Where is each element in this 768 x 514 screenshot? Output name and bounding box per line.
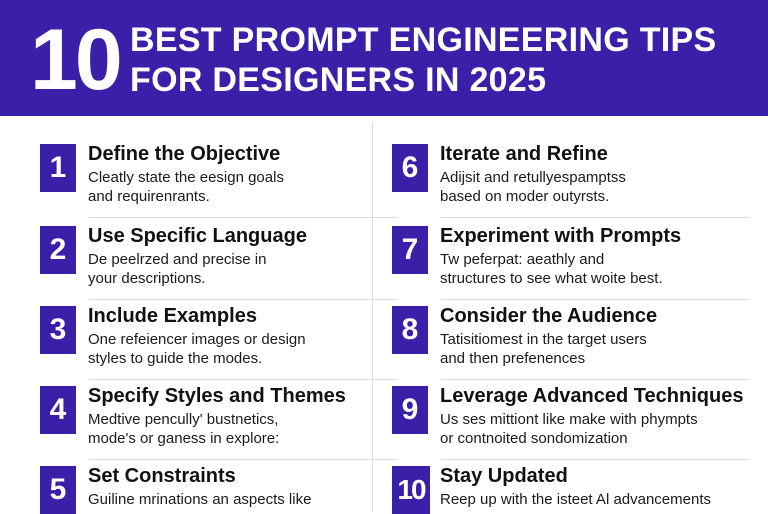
tip-desc-line: Cleatly state the eesign goals	[88, 169, 284, 186]
tip-number-badge: 9	[392, 386, 428, 434]
tip-description: Reep up with the isteet Al advancements	[440, 490, 711, 509]
tip-item-2: 2 Use Specific Language De peelrzed and …	[40, 224, 398, 302]
tip-number-badge: 3	[40, 306, 76, 354]
tip-desc-line: and then prefenences	[440, 350, 586, 367]
title-line-1: BEST PROMPT ENGINEERING TIPS	[130, 21, 717, 59]
tip-item-3: 3 Include Examples One refeiencer images…	[40, 304, 398, 382]
tip-desc-line: mode's or ganess in explore:	[88, 430, 280, 447]
tip-title: Define the Objective	[88, 143, 281, 165]
column-divider	[372, 122, 373, 512]
tip-desc-line: your descriptions.	[88, 270, 206, 287]
tip-desc-line: Us ses mittiont like make with phympts	[440, 411, 698, 428]
tip-item-8: 8 Consider the Audience Tatisitiomest in…	[392, 304, 750, 382]
tip-number-badge: 2	[40, 226, 76, 274]
tip-number-badge: 8	[392, 306, 428, 354]
tip-description: Adijsit and retullyespamptss based on mo…	[440, 168, 626, 206]
tip-separator	[88, 459, 398, 460]
tip-desc-line: styles to guide the modes.	[88, 350, 263, 367]
tip-description: One refeiencer images or design styles t…	[88, 330, 306, 368]
tip-separator	[440, 459, 750, 460]
tip-item-9: 9 Leverage Advanced Techniques Us ses mi…	[392, 384, 750, 462]
tip-title: Experiment with Prompts	[440, 225, 682, 247]
tip-desc-line: and requirenrants.	[88, 188, 210, 205]
title-line-2: FOR DESIGNERS IN 2025	[130, 61, 547, 99]
tip-separator	[440, 299, 750, 300]
tip-title: Specify Styles and Themes	[88, 385, 346, 407]
tip-title: Leverage Advanced Techniques	[440, 385, 744, 407]
tip-desc-line: One refeiencer images or design	[88, 331, 306, 348]
tip-desc-line: Adijsit and retullyespamptss	[440, 169, 626, 186]
tip-separator	[88, 217, 398, 218]
tip-desc-line: structures to see what woite best.	[440, 270, 663, 287]
tip-desc-line: Medtive pencully' bustnetics,	[88, 411, 279, 428]
tip-number-badge: 7	[392, 226, 428, 274]
tip-item-7: 7 Experiment with Prompts Tw peferpat: a…	[392, 224, 750, 302]
tip-description: Us ses mittiont like make with phympts o…	[440, 410, 698, 448]
tip-number-badge: 6	[392, 144, 428, 192]
tip-number-badge: 10	[392, 466, 430, 514]
tip-title: Use Specific Language	[88, 225, 307, 247]
tip-number-badge: 4	[40, 386, 76, 434]
tip-item-5: 5 Set Constraints Guiline mrinations an …	[40, 464, 360, 514]
tip-title: Iterate and Refine	[440, 143, 608, 165]
tip-number-badge: 5	[40, 466, 76, 514]
tip-desc-line: based on moder outyrsts.	[440, 188, 610, 205]
tip-description: De peelrzed and precise in your descript…	[88, 250, 266, 288]
tip-item-4: 4 Specify Styles and Themes Medtive penc…	[40, 384, 398, 462]
tip-desc-line: or contnoited sondomization	[440, 430, 628, 447]
tip-separator	[440, 217, 750, 218]
tip-number-badge: 1	[40, 144, 76, 192]
tip-desc-line: Tatisitiomest in the target users	[440, 331, 647, 348]
tip-title: Stay Updated	[440, 465, 568, 487]
tip-item-1: 1 Define the Objective Cleatly state the…	[40, 142, 398, 220]
header-number: 10	[30, 12, 123, 108]
tip-description: Cleatly state the eesign goals and requi…	[88, 168, 284, 206]
tip-desc-line: Guiline mrinations an aspects like	[88, 491, 312, 508]
tip-item-6: 6 Iterate and Refine Adijsit and retully…	[392, 142, 750, 220]
tip-description: Medtive pencully' bustnetics, mode's or …	[88, 410, 279, 448]
tip-separator	[440, 379, 750, 380]
tip-separator	[88, 379, 398, 380]
tip-description: Guiline mrinations an aspects like	[88, 490, 311, 509]
tip-separator	[88, 299, 398, 300]
header-banner: 10 BEST PROMPT ENGINEERING TIPS FOR DESI…	[0, 0, 768, 116]
tip-title: Consider the Audience	[440, 305, 658, 327]
tip-desc-line: Reep up with the isteet Al advancements	[440, 491, 711, 508]
tip-description: Tatisitiomest in the target users and th…	[440, 330, 647, 368]
tip-description: Tw peferpat: aeathly and structures to s…	[440, 250, 663, 288]
page-title: BEST PROMPT ENGINEERING TIPS FOR DESIGNE…	[130, 20, 716, 100]
tip-item-10: 10 Stay Updated Reep up with the isteet …	[392, 464, 712, 514]
tip-desc-line: De peelrzed and precise in	[88, 251, 267, 268]
tip-title: Set Constraints	[88, 465, 236, 487]
tip-desc-line: Tw peferpat: aeathly and	[440, 251, 605, 268]
tip-title: Include Examples	[88, 305, 257, 327]
